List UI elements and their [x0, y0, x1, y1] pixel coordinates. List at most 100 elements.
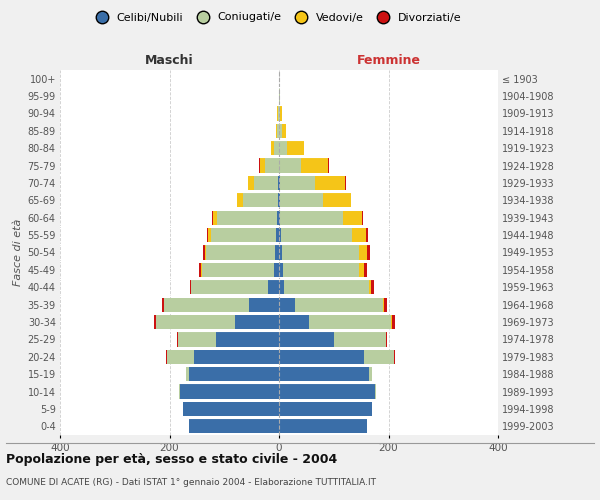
- Bar: [191, 280, 268, 294]
- Bar: [194, 350, 279, 364]
- Bar: [188, 367, 279, 382]
- Bar: [203, 246, 205, 260]
- Bar: [366, 228, 368, 242]
- Bar: [284, 280, 370, 294]
- Bar: [280, 210, 343, 225]
- Bar: [295, 298, 383, 312]
- Bar: [235, 315, 279, 329]
- Bar: [178, 332, 216, 346]
- Bar: [279, 228, 281, 242]
- Bar: [315, 176, 345, 190]
- Bar: [386, 332, 387, 346]
- Bar: [280, 106, 282, 120]
- Bar: [280, 176, 315, 190]
- Bar: [181, 384, 279, 398]
- Bar: [334, 332, 386, 346]
- Bar: [279, 124, 282, 138]
- Bar: [279, 158, 301, 172]
- Bar: [268, 280, 279, 294]
- Bar: [362, 210, 364, 225]
- Bar: [282, 124, 286, 138]
- Bar: [279, 210, 280, 225]
- Bar: [207, 228, 208, 242]
- Bar: [370, 280, 371, 294]
- Bar: [279, 367, 370, 382]
- Bar: [277, 210, 279, 225]
- Bar: [248, 176, 254, 190]
- Bar: [280, 193, 323, 208]
- Bar: [211, 228, 276, 242]
- Bar: [190, 280, 191, 294]
- Bar: [213, 210, 217, 225]
- Bar: [183, 402, 279, 416]
- Bar: [282, 246, 359, 260]
- Bar: [199, 263, 201, 277]
- Bar: [276, 228, 279, 242]
- Bar: [323, 193, 351, 208]
- Bar: [167, 350, 194, 364]
- Bar: [275, 246, 279, 260]
- Bar: [364, 350, 394, 364]
- Bar: [274, 141, 279, 156]
- Bar: [176, 332, 178, 346]
- Bar: [359, 246, 367, 260]
- Bar: [278, 106, 279, 120]
- Bar: [279, 350, 364, 364]
- Bar: [249, 298, 279, 312]
- Text: Popolazione per età, sesso e stato civile - 2004: Popolazione per età, sesso e stato civil…: [6, 452, 337, 466]
- Bar: [287, 141, 304, 156]
- Bar: [279, 263, 283, 277]
- Bar: [274, 263, 279, 277]
- Bar: [201, 263, 202, 277]
- Y-axis label: Fasce di età: Fasce di età: [13, 219, 23, 286]
- Bar: [375, 384, 376, 398]
- Bar: [188, 419, 279, 434]
- Bar: [202, 263, 274, 277]
- Bar: [279, 419, 367, 434]
- Bar: [301, 158, 328, 172]
- Bar: [352, 228, 366, 242]
- Bar: [281, 228, 352, 242]
- Text: Maschi: Maschi: [145, 54, 194, 66]
- Bar: [279, 246, 282, 260]
- Bar: [283, 263, 359, 277]
- Bar: [205, 246, 206, 260]
- Bar: [254, 176, 278, 190]
- Bar: [392, 315, 395, 329]
- Legend: Celibi/Nubili, Coniugati/e, Vedovi/e, Divorziati/e: Celibi/Nubili, Coniugati/e, Vedovi/e, Di…: [86, 8, 466, 27]
- Bar: [309, 315, 391, 329]
- Bar: [364, 263, 367, 277]
- Bar: [279, 384, 375, 398]
- Bar: [279, 315, 309, 329]
- Bar: [156, 315, 235, 329]
- Bar: [359, 263, 364, 277]
- Bar: [163, 298, 164, 312]
- Bar: [154, 315, 156, 329]
- Bar: [243, 193, 278, 208]
- Bar: [370, 367, 372, 382]
- Bar: [279, 402, 372, 416]
- Bar: [164, 298, 249, 312]
- Bar: [279, 298, 295, 312]
- Text: COMUNE DI ACATE (RG) - Dati ISTAT 1° gennaio 2004 - Elaborazione TUTTITALIA.IT: COMUNE DI ACATE (RG) - Dati ISTAT 1° gen…: [6, 478, 376, 487]
- Bar: [179, 384, 181, 398]
- Bar: [216, 332, 279, 346]
- Bar: [206, 246, 275, 260]
- Bar: [279, 141, 287, 156]
- Bar: [279, 280, 284, 294]
- Bar: [371, 280, 374, 294]
- Bar: [384, 298, 387, 312]
- Bar: [279, 332, 334, 346]
- Bar: [208, 228, 211, 242]
- Bar: [186, 367, 188, 382]
- Bar: [260, 158, 265, 172]
- Bar: [265, 158, 279, 172]
- Bar: [271, 141, 274, 156]
- Bar: [383, 298, 384, 312]
- Bar: [276, 124, 277, 138]
- Bar: [277, 124, 279, 138]
- Bar: [238, 193, 243, 208]
- Bar: [217, 210, 277, 225]
- Bar: [367, 246, 370, 260]
- Bar: [279, 106, 280, 120]
